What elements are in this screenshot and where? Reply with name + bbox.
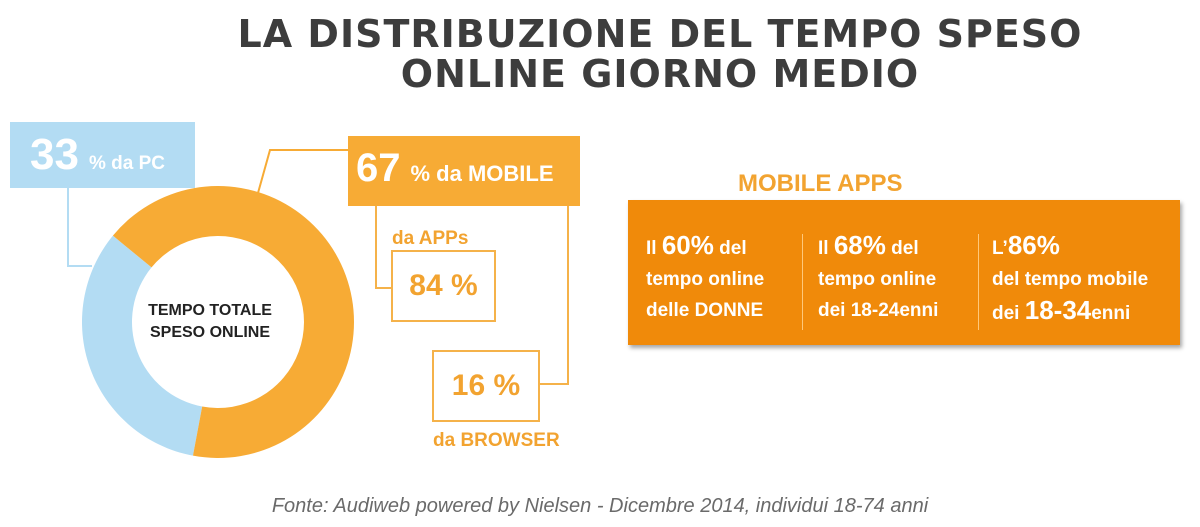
apps-connector-line [375, 206, 393, 289]
mobile-connector-line [257, 149, 350, 194]
stat-18-24-line3: dei 18-24enni [818, 300, 939, 321]
stat-divider-1 [802, 234, 803, 330]
stat-18-24-value: 68% [833, 230, 886, 260]
mobile-share-label: % da MOBILE [410, 161, 554, 186]
donut-slice-pc [82, 235, 203, 456]
stat-18-34-line3-bold: 18-34 [1024, 295, 1092, 325]
stat-donne: Il 60% del tempo online delle DONNE [646, 230, 764, 326]
browser-value: 16 % [451, 369, 521, 402]
page-title: LA DISTRIBUZIONE DEL TEMPO SPESO ONLINE … [120, 14, 1200, 94]
center-label-line-1: TEMPO TOTALE [148, 302, 272, 319]
pc-connector-line [67, 188, 92, 267]
donut-slices [82, 185, 354, 458]
title-line-2: ONLINE GIORNO MEDIO [400, 52, 920, 96]
stat-18-34-line2: del tempo mobile [992, 269, 1149, 290]
mobile-apps-panel: Il 60% del tempo online delle DONNE Il 6… [628, 200, 1180, 345]
stat-18-34-prefix: L’ [992, 238, 1008, 259]
stat-donne-value: 60% [661, 230, 714, 260]
stat-18-34-value: 86% [1007, 230, 1060, 260]
stat-donne-prefix: Il [646, 238, 662, 259]
stat-18-34-line3-post: enni [1091, 303, 1131, 324]
donut-slice-mobile [112, 185, 354, 458]
source-note: Fonte: Audiweb powered by Nielsen - Dice… [271, 495, 929, 517]
stat-donne-line2: tempo online [646, 269, 765, 290]
browser-connector-line [540, 172, 569, 385]
stat-18-34: L’86% del tempo mobile dei 18-34enni [992, 230, 1148, 329]
pc-share-label: % da PC [88, 153, 165, 174]
pc-share-value: 33 [30, 130, 79, 179]
stat-divider-2 [978, 234, 979, 330]
stat-18-24-line2: tempo online [818, 269, 937, 290]
stat-donne-suffix: del [713, 238, 747, 259]
browser-value-box: 16 % [432, 350, 540, 422]
stat-18-24: Il 68% del tempo online dei 18-24enni [818, 230, 938, 326]
pc-share-badge: 33 % da PC [10, 122, 195, 188]
apps-label: da APPs [392, 228, 469, 249]
stat-18-24-prefix: Il [818, 238, 834, 259]
mobile-apps-title: MOBILE APPS [738, 170, 903, 197]
browser-label: da BROWSER [433, 430, 560, 451]
stat-donne-line3: delle DONNE [646, 300, 764, 321]
connector-lines [67, 149, 569, 385]
stat-18-24-suffix: del [885, 238, 919, 259]
center-label-line-2: SPESO ONLINE [149, 324, 271, 341]
apps-value-box: 84 % [391, 250, 496, 322]
mobile-share-badge: 67 % da MOBILE [348, 136, 580, 206]
title-line-1: LA DISTRIBUZIONE DEL TEMPO SPESO [237, 12, 1083, 56]
apps-value: 84 % [409, 269, 478, 302]
stat-18-34-line3-pre: dei [992, 303, 1025, 324]
mobile-share-value: 67 [356, 146, 401, 190]
donut-center-label: TEMPO TOTALE SPESO ONLINE [130, 300, 290, 344]
